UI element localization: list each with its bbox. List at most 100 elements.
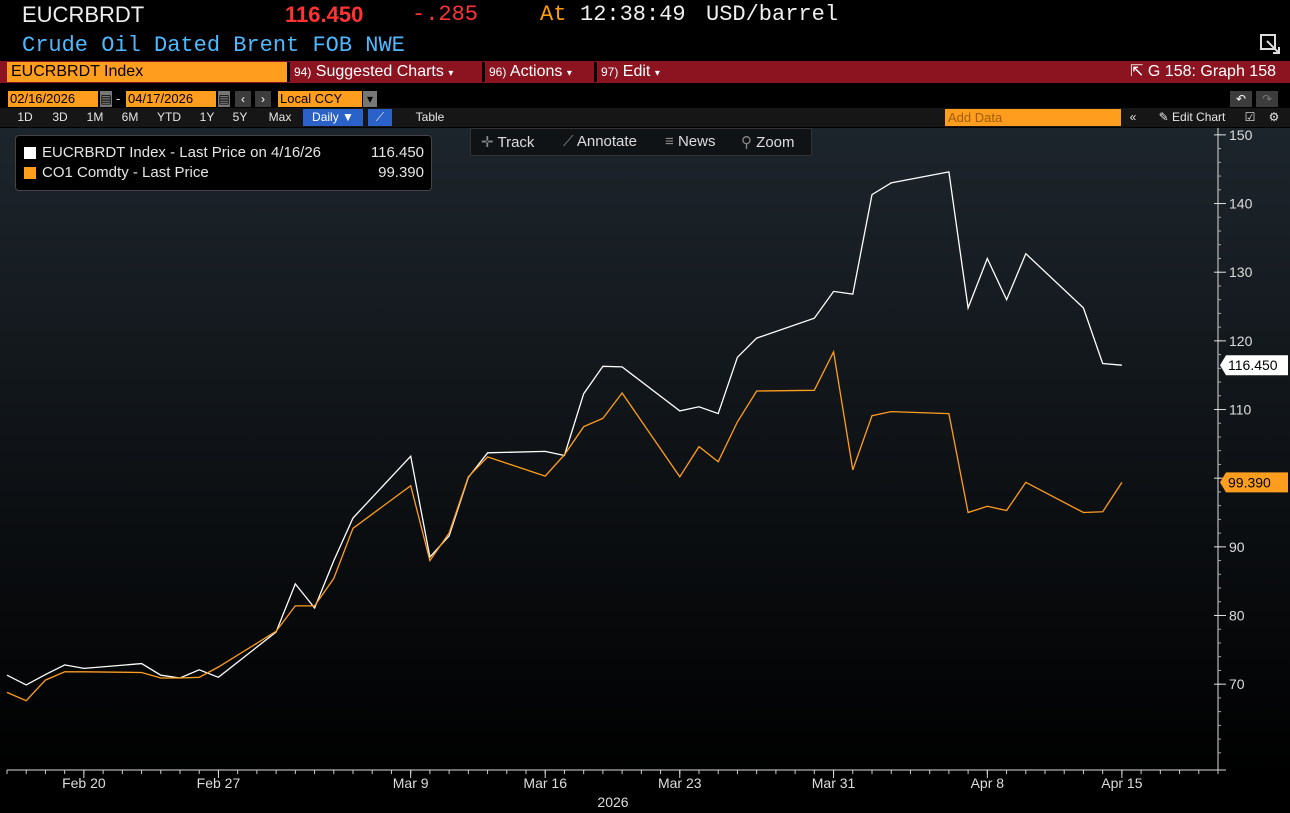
y-tick-label: 130 [1229, 264, 1253, 280]
period-button-6m[interactable]: 6M [121, 110, 139, 124]
track-tool[interactable]: ✛ Track [481, 133, 534, 151]
menu-divider [594, 62, 597, 82]
ticker-symbol: EUCRBRDT [22, 2, 145, 27]
x-tick-label: Apr 8 [971, 775, 1005, 791]
x-tick-label: Mar 23 [658, 775, 702, 791]
pen-line-icon: ⟋ [563, 133, 574, 150]
annotate-tool[interactable]: ⟋ Annotate [563, 133, 637, 150]
collapse-icon[interactable]: « [1129, 110, 1137, 124]
annotate-label: Annotate [576, 133, 637, 150]
period-button-1d[interactable]: 1D [17, 110, 33, 124]
add-data-input[interactable]: Add Data [945, 109, 1121, 126]
line-chart-icon[interactable]: ⟋ [368, 109, 392, 126]
menu-number: 96) [489, 65, 507, 79]
legend-value: 99.390 [378, 164, 424, 181]
period-button-3d[interactable]: 3D [52, 110, 68, 124]
period-button-max[interactable]: Max [268, 110, 292, 124]
x-tick-label: Apr 15 [1101, 775, 1142, 791]
last-value-tag [1220, 355, 1288, 376]
news-tool[interactable]: ≡ News [665, 133, 715, 150]
menu-divider [287, 62, 290, 82]
previous-period-button[interactable]: ‹ [235, 91, 251, 107]
redo-icon[interactable]: ↷ [1256, 91, 1278, 107]
legend-entry-brent[interactable]: EUCRBRDT Index - Last Price on 4/16/26 1… [24, 144, 424, 162]
y-tick-label: 150 [1229, 127, 1253, 143]
news-label: News [677, 133, 716, 150]
y-tick-label: 110 [1229, 402, 1252, 418]
gear-icon[interactable]: ⚙ [1268, 110, 1280, 124]
pencil-icon: ✎ [1158, 110, 1169, 124]
menu-label: Suggested Charts [315, 63, 444, 80]
menu-label: Actions [509, 63, 563, 80]
legend-swatch [24, 167, 36, 179]
last-value-tag [1220, 472, 1288, 493]
x-tick-label: Mar 16 [523, 775, 567, 791]
track-label: Track [497, 134, 535, 151]
period-button-5y[interactable]: 5Y [232, 110, 248, 124]
calendar-icon[interactable]: ▤ [100, 91, 112, 107]
dropdown-arrow-icon: ▾ [654, 68, 660, 79]
calendar-icon[interactable]: ▤ [218, 91, 230, 107]
crosshair-icon: ✛ [481, 134, 494, 151]
series-line-brent [6, 171, 1122, 686]
price-change: -.285 [412, 2, 479, 27]
legend-label: EUCRBRDT Index - Last Price on 4/16/26 [42, 144, 322, 161]
period-button-1y[interactable]: 1Y [199, 110, 215, 124]
start-date-field[interactable]: 02/16/2026 [8, 91, 98, 107]
last-value-label: 116.450 [1228, 357, 1278, 373]
chart-legend: EUCRBRDT Index - Last Price on 4/16/26 1… [15, 135, 432, 191]
checklist-icon[interactable]: ☑ [1244, 110, 1256, 124]
zoom-label: Zoom [756, 134, 795, 151]
menu-divider [482, 62, 485, 82]
suggested-charts-menu[interactable]: 94) Suggested Charts ▾ [294, 62, 453, 82]
menu-bar [0, 61, 1290, 83]
quote-unit: USD/barrel [706, 2, 839, 27]
legend-value: 116.450 [370, 144, 424, 161]
security-description: Crude Oil Dated Brent FOB NWE [22, 33, 405, 58]
date-dash: - [116, 91, 121, 106]
undo-icon[interactable]: ↶ [1230, 91, 1252, 107]
edit-chart-label: Edit Chart [1172, 110, 1226, 124]
expand-window-icon[interactable] [1259, 33, 1283, 57]
edit-chart-button[interactable]: ✎ Edit Chart [1150, 109, 1234, 126]
x-tick-label: Feb 20 [62, 775, 106, 791]
x-year-label: 2026 [597, 794, 628, 810]
table-button[interactable]: Table [415, 110, 445, 124]
legend-swatch [24, 147, 36, 159]
chart-tools: ✛ Track ⟋ Annotate ≡ News ⚲ Zoom [470, 128, 812, 156]
edit-menu[interactable]: 97) Edit ▾ [601, 62, 660, 82]
at-label: At [540, 2, 567, 27]
chart-background [0, 128, 1290, 813]
y-tick-label: 90 [1229, 539, 1245, 555]
x-tick-label: Mar 31 [812, 775, 856, 791]
frequency-select[interactable]: Daily ▼ [303, 109, 363, 126]
menu-label: Edit [622, 63, 651, 80]
legend-entry-co1[interactable]: CO1 Comdty - Last Price 99.390 [24, 164, 424, 182]
ticker-line: EUCRBRDT 116.450 -.285 At 12:38:49 USD/b… [0, 0, 1290, 34]
graph-id-link[interactable]: ⇱ G 158: Graph 158 [1130, 62, 1276, 82]
legend-label: CO1 Comdty - Last Price [42, 164, 209, 181]
y-tick-label: 120 [1229, 333, 1253, 349]
x-tick-label: Mar 9 [393, 775, 429, 791]
actions-menu[interactable]: 96) Actions ▾ [489, 62, 572, 82]
news-icon: ≡ [665, 133, 674, 150]
period-button-ytd[interactable]: YTD [157, 110, 181, 124]
zoom-tool[interactable]: ⚲ Zoom [741, 133, 795, 151]
series-line-co1 [6, 349, 1123, 702]
dropdown-arrow-icon: ▾ [566, 68, 572, 79]
menu-number: 94) [294, 65, 312, 79]
external-link-icon: ⇱ [1130, 63, 1144, 80]
security-field[interactable]: EUCRBRDT Index [7, 62, 287, 82]
y-tick-label: 70 [1229, 676, 1245, 692]
next-period-button[interactable]: › [255, 91, 271, 107]
last-price: 116.450 [285, 2, 364, 27]
chevron-down-icon[interactable]: ▾ [363, 91, 377, 107]
menu-number: 97) [601, 65, 619, 79]
period-button-1m[interactable]: 1M [86, 110, 104, 124]
graph-id-label: G 158: Graph 158 [1147, 63, 1276, 80]
end-date-field[interactable]: 04/17/2026 [126, 91, 216, 107]
currency-select[interactable]: Local CCY [278, 91, 362, 107]
magnifier-icon: ⚲ [741, 134, 752, 151]
dropdown-arrow-icon: ▾ [448, 68, 454, 79]
